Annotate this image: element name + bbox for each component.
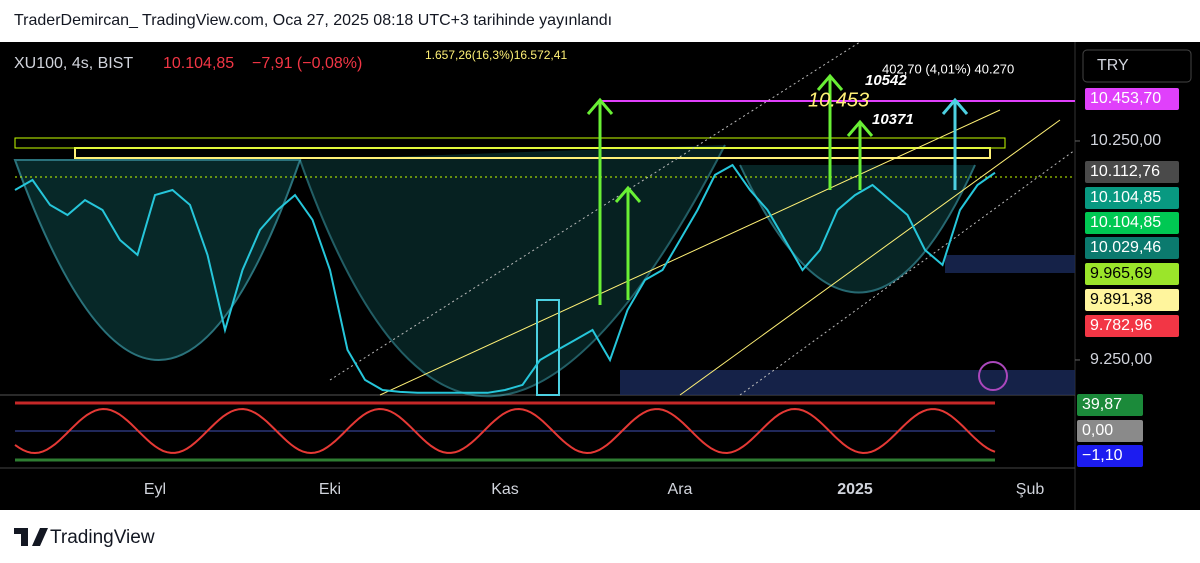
- price-tag: [1085, 237, 1179, 259]
- currency-button[interactable]: [1082, 49, 1192, 83]
- price-tag: [1085, 289, 1179, 311]
- header-text: TraderDemircan_ TradingView.com, Oca 27,…: [14, 12, 613, 29]
- price-line: [14, 163, 996, 394]
- price-tag: [1085, 315, 1179, 337]
- x-tick-label: Eyl: [144, 481, 166, 498]
- cup: [13, 159, 302, 361]
- indicator-tag-label: 39,87: [1082, 396, 1122, 413]
- arrows: [586, 73, 874, 305]
- zone: [620, 370, 1075, 395]
- indicator-tag: [1077, 420, 1143, 442]
- x-tick-label: Kas: [491, 481, 519, 498]
- price-tag-label: 10.112,76: [1090, 163, 1160, 180]
- y-tick-label: 9.250,00: [1090, 351, 1152, 368]
- price-tag: [1085, 263, 1179, 285]
- price-tag-label: 9.782,96: [1090, 317, 1152, 334]
- change: −7,91 (−0,08%): [252, 55, 362, 72]
- price-tag-label: 10.104,85: [1090, 189, 1161, 206]
- indicator-tag: [1077, 445, 1143, 467]
- indicator-tag-label: −1,10: [1082, 447, 1123, 464]
- price-tag-label: 10.104,85: [1090, 214, 1161, 231]
- channel: [379, 109, 1001, 396]
- arrow: [941, 97, 969, 190]
- x-tick-label: Şub: [1016, 481, 1045, 498]
- price: 10.104,85: [163, 55, 234, 72]
- x-tick-label: Ara: [668, 481, 693, 498]
- annotation: 402,70 (4,01%) 40.270: [882, 61, 1014, 76]
- y-tick-label: 10.250,00: [1090, 132, 1161, 149]
- annotation: 1.657,26(16,3%)16.572,41: [425, 48, 567, 62]
- price-tag-label: 9.965,69: [1090, 265, 1152, 282]
- indicator-tag-label: 0,00: [1082, 422, 1113, 439]
- resistance-zone: [14, 137, 1006, 149]
- zone: [945, 255, 1075, 273]
- chart: XU100, 4s, BIST 10.104,85 −7,91 (−0,08%)…: [0, 42, 1200, 510]
- footer: TradingView: [0, 510, 1200, 563]
- channel: [679, 119, 1061, 396]
- price-tag: [1085, 161, 1179, 183]
- logo: [14, 528, 48, 546]
- annotation: 10.453: [808, 89, 869, 111]
- oscillator: [14, 407, 996, 455]
- price-tag: [1085, 212, 1179, 234]
- cup: [739, 164, 976, 294]
- alert-icon: [978, 361, 1008, 391]
- symbol: XU100, 4s, BIST: [14, 55, 133, 72]
- x-tick-label: Eki: [319, 481, 341, 498]
- channel: [739, 149, 1076, 396]
- price-tag-label: 10.453,70: [1090, 90, 1161, 107]
- header: TraderDemircan_ TradingView.com, Oca 27,…: [0, 0, 1200, 42]
- price-tag-label: 10.029,46: [1090, 239, 1161, 256]
- brand: TradingView: [50, 527, 155, 548]
- cup: [299, 144, 726, 398]
- currency-label: TRY: [1097, 57, 1129, 74]
- box: [536, 299, 560, 396]
- price-tag: [1085, 187, 1179, 209]
- price-tag-label: 9.891,38: [1090, 291, 1152, 308]
- price-tag: [1085, 88, 1179, 110]
- x-tick-label: 2025: [837, 481, 873, 498]
- indicator-tag: [1077, 394, 1143, 416]
- annotation: 10542: [865, 72, 907, 89]
- annotation: 10371: [872, 111, 914, 128]
